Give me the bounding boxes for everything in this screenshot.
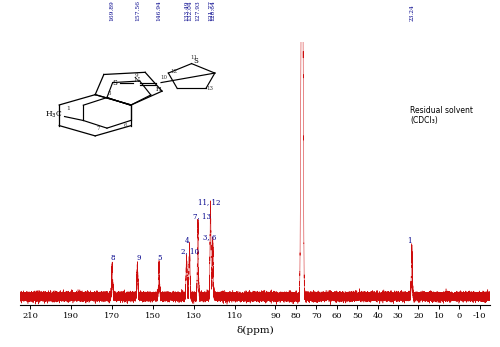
Text: 6: 6 (124, 123, 128, 128)
Text: Residual solvent
(CDCl₃): Residual solvent (CDCl₃) (410, 106, 473, 125)
Text: 9: 9 (135, 73, 138, 78)
Text: 8: 8 (111, 254, 116, 262)
Text: 157.56: 157.56 (135, 0, 140, 20)
Text: 132.04: 132.04 (187, 0, 192, 20)
Text: 11, 12: 11, 12 (198, 198, 220, 206)
Text: H$_3$C: H$_3$C (44, 110, 62, 120)
Text: 127.93: 127.93 (196, 0, 200, 20)
Text: N: N (134, 76, 140, 84)
Text: 12: 12 (170, 69, 177, 74)
Text: S: S (193, 58, 198, 66)
X-axis label: δ(ppm): δ(ppm) (236, 326, 274, 335)
Text: 2, 10: 2, 10 (180, 247, 198, 255)
Text: 9: 9 (136, 254, 140, 262)
Text: 3, 6: 3, 6 (203, 233, 216, 241)
Text: 121.77: 121.77 (208, 0, 213, 20)
Text: 7: 7 (96, 126, 100, 130)
Text: 146.94: 146.94 (156, 0, 162, 20)
Text: 1: 1 (408, 237, 412, 245)
Text: S: S (112, 78, 117, 87)
Text: 133.49: 133.49 (184, 0, 189, 20)
Text: 169.89: 169.89 (110, 0, 114, 20)
Text: 120.64: 120.64 (210, 0, 216, 20)
Text: 23.24: 23.24 (410, 4, 414, 20)
Text: 10: 10 (160, 75, 167, 81)
Text: 11: 11 (190, 54, 198, 59)
Text: 3: 3 (108, 91, 111, 96)
Text: 1: 1 (66, 106, 70, 111)
Text: 5: 5 (158, 254, 162, 262)
Text: 4: 4 (185, 237, 190, 245)
Text: 13: 13 (206, 86, 213, 91)
Text: 7, 13: 7, 13 (193, 212, 211, 220)
Text: H: H (156, 87, 162, 92)
